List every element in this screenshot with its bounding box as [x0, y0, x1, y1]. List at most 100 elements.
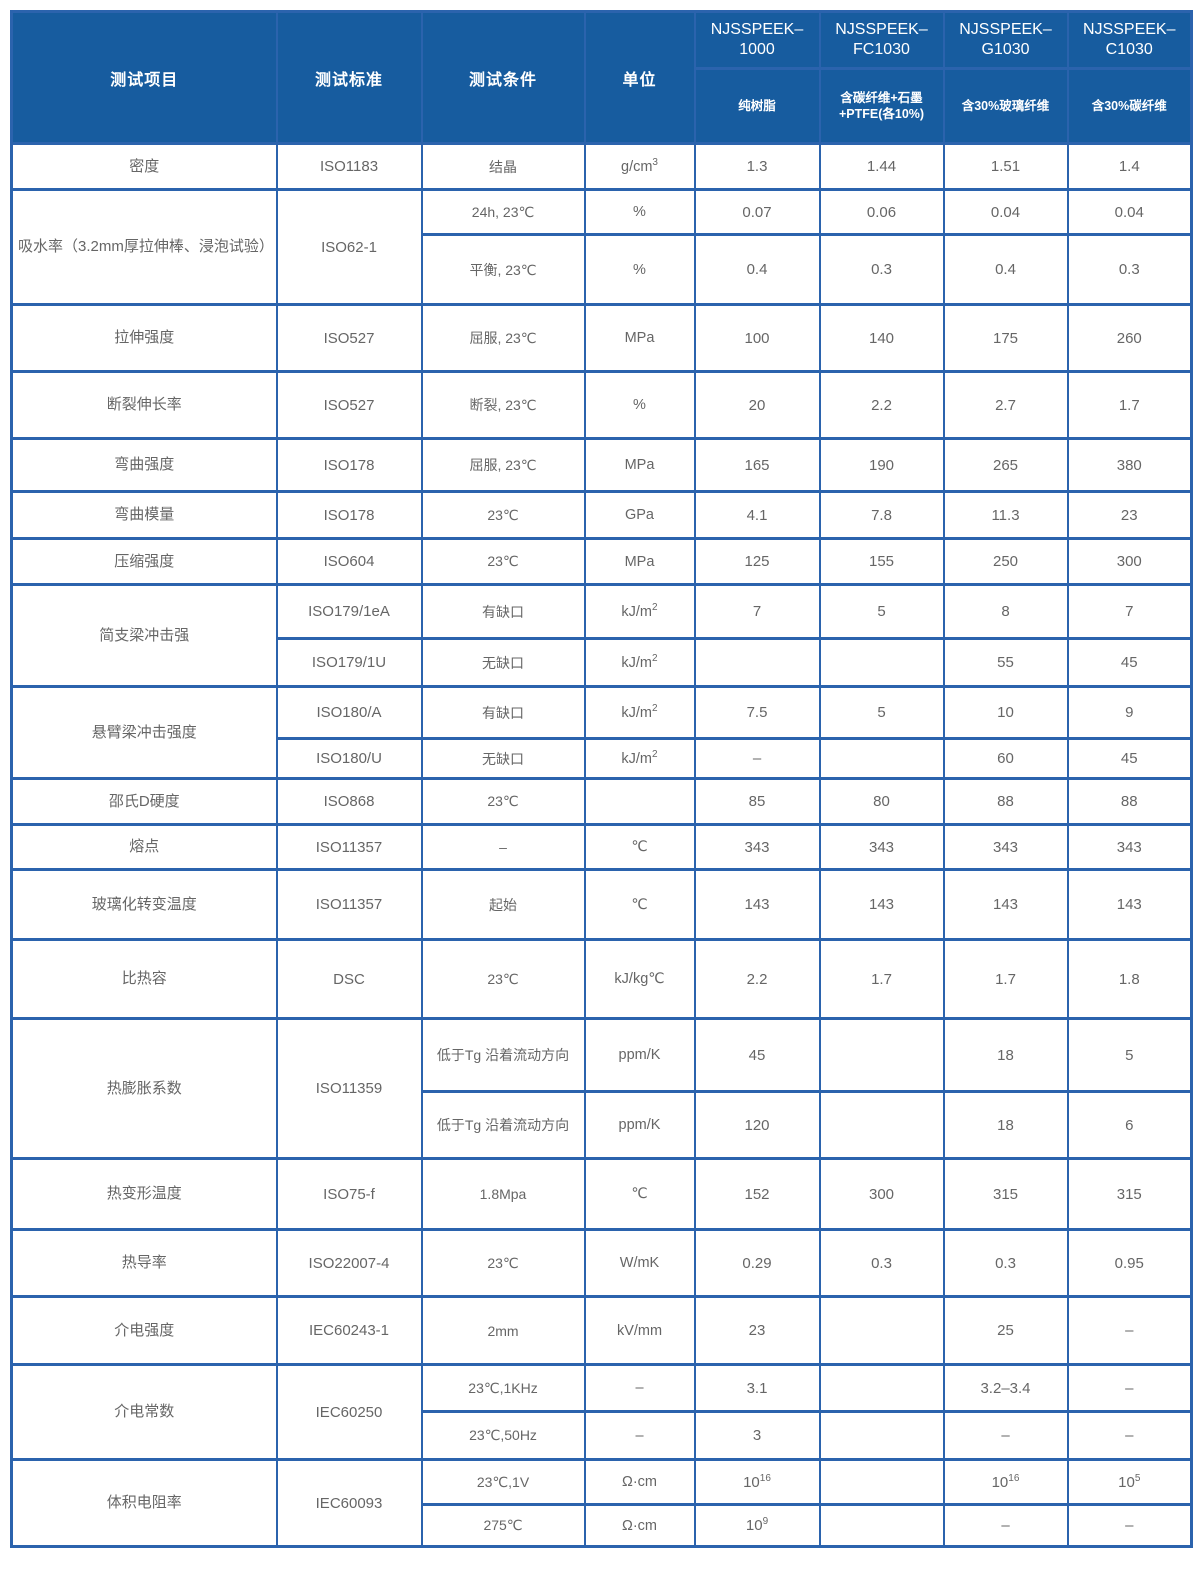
condition-cell: 无缺口	[420, 737, 586, 780]
value-cell: 300	[818, 1157, 945, 1231]
value-cell	[818, 1458, 945, 1506]
standard-cell: ISO180/A	[275, 685, 423, 740]
product-desc-c1030: 含30%碳纤维	[1066, 67, 1193, 145]
header-row-product-names: 测试项目 测试标准 测试条件 单位 NJSSPEEK–1000 NJSSPEEK…	[10, 10, 1193, 145]
value-cell: 45	[1066, 637, 1193, 688]
col-header-test-condition: 测试条件	[420, 10, 586, 145]
item-cell: 介电常数	[10, 1363, 278, 1461]
condition-cell: 有缺口	[420, 685, 586, 740]
value-cell: 1.51	[942, 142, 1069, 191]
item-cell: 弯曲强度	[10, 437, 278, 493]
col-header-product-1000: NJSSPEEK–1000	[693, 10, 821, 70]
item-cell: 介电强度	[10, 1295, 278, 1366]
table-row: 体积电阻率 IEC60093 23℃,1V Ω·cm 1016 1016 105	[10, 1458, 1193, 1548]
value-cell: 109	[693, 1503, 821, 1548]
value-cell: 165	[693, 437, 821, 493]
table-row: 悬臂梁冲击强度 ISO180/A 有缺口 kJ/m2 7.5 5 10 9	[10, 685, 1193, 780]
table-row: 介电强度 IEC60243-1 2mm kV/mm 23 25–	[10, 1295, 1193, 1366]
table-row: 弯曲强度 ISO178 屈服, 23℃ MPa 165 190 265 380	[10, 437, 1193, 493]
value-cell: 3	[693, 1410, 821, 1461]
unit-cell: ppm/K	[583, 1017, 696, 1093]
value-cell: 152	[693, 1157, 821, 1231]
value-cell: 105	[1066, 1458, 1193, 1506]
value-cell: 1016	[942, 1458, 1069, 1506]
value-cell: 0.4	[693, 233, 821, 306]
condition-cell: 2mm	[420, 1295, 586, 1366]
header-row-product-descriptions: 纯树脂 含碳纤维+石墨+PTFE(各10%) 含30%玻璃纤维 含30%碳纤维	[12, 67, 1193, 145]
value-cell: –	[942, 1410, 1069, 1461]
table-row: 简支梁冲击强 ISO179/1eA 有缺口 kJ/m2 7 5 8 7	[10, 583, 1193, 688]
value-cell: 1.3	[693, 142, 821, 191]
value-cell: 25	[942, 1295, 1069, 1366]
value-cell: 2.2	[818, 370, 945, 440]
value-cell: 7.8	[818, 490, 945, 540]
standard-cell: ISO11359	[275, 1017, 423, 1160]
table-row: 平衡, 23℃% 0.4 0.3 0.4 0.3	[12, 233, 1193, 306]
standard-cell: ISO11357	[275, 868, 423, 941]
value-cell: 250	[942, 537, 1069, 586]
value-cell: 1.4	[1066, 142, 1193, 191]
condition-cell: 起始	[420, 868, 586, 941]
value-cell: 0.07	[693, 188, 821, 236]
value-cell: 260	[1066, 303, 1193, 373]
standard-cell: ISO11357	[275, 823, 423, 871]
condition-cell: 结晶	[420, 142, 586, 191]
condition-cell: 23℃	[420, 537, 586, 586]
table-row: 热膨胀系数 ISO11359 低于Tg 沿着流动方向 ppm/K 45 18 5	[10, 1017, 1193, 1160]
value-cell: 8	[942, 583, 1069, 640]
value-cell: 20	[693, 370, 821, 440]
condition-cell: 23℃,50Hz	[420, 1410, 586, 1461]
value-cell: 1.7	[942, 938, 1069, 1020]
value-cell: 315	[942, 1157, 1069, 1231]
condition-cell: –	[420, 823, 586, 871]
unit-cell: %	[583, 188, 696, 236]
standard-cell: ISO75-f	[275, 1157, 423, 1231]
value-cell: 1.7	[1066, 370, 1193, 440]
table-row: 热导率 ISO22007-4 23℃ W/mK 0.29 0.3 0.3 0.95	[10, 1228, 1193, 1298]
condition-cell: 屈服, 23℃	[420, 303, 586, 373]
value-cell: 2.2	[693, 938, 821, 1020]
value-cell: 5	[818, 583, 945, 640]
table-row: 玻璃化转变温度 ISO11357 起始 ℃ 143 143 143 143	[10, 868, 1193, 941]
standard-cell: ISO604	[275, 537, 423, 586]
value-cell: 343	[818, 823, 945, 871]
value-cell: 85	[693, 777, 821, 826]
value-cell	[818, 1363, 945, 1413]
condition-cell: 低于Tg 沿着流动方向	[420, 1017, 586, 1093]
value-cell: 2.7	[942, 370, 1069, 440]
unit-cell: –	[583, 1410, 696, 1461]
value-cell: 0.3	[818, 1228, 945, 1298]
standard-cell: ISO180/U	[275, 737, 423, 780]
table-body: 密度 ISO1183 结晶 g/cm3 1.3 1.44 1.51 1.4 吸水率（3.2mm厚…	[10, 142, 1193, 1548]
value-cell: 80	[818, 777, 945, 826]
table-row: 熔点 ISO11357– ℃ 343 343 343 343	[10, 823, 1193, 871]
value-cell: 0.4	[942, 233, 1069, 306]
product-desc-fc1030: 含碳纤维+石墨+PTFE(各10%)	[818, 67, 945, 145]
condition-cell: 1.8Mpa	[420, 1157, 586, 1231]
value-cell: 18	[942, 1090, 1069, 1160]
value-cell	[818, 1090, 945, 1160]
condition-cell: 23℃,1KHz	[420, 1363, 586, 1413]
col-header-unit: 单位	[583, 10, 696, 145]
value-cell: 9	[1066, 685, 1193, 740]
item-cell: 热膨胀系数	[10, 1017, 278, 1160]
value-cell: 0.04	[1066, 188, 1193, 236]
unit-cell: kV/mm	[583, 1295, 696, 1366]
standard-cell: DSC	[275, 938, 423, 1020]
value-cell: 7	[1066, 583, 1193, 640]
condition-cell: 23℃,1V	[420, 1458, 586, 1506]
table-row: 邵氏D硬度 ISO868 23℃ 85 80 88 88	[10, 777, 1193, 826]
condition-cell: 有缺口	[420, 583, 586, 640]
unit-cell: %	[583, 370, 696, 440]
col-header-test-item: 测试项目	[10, 10, 278, 145]
value-cell: 23	[1066, 490, 1193, 540]
value-cell: 0.29	[693, 1228, 821, 1298]
unit-cell: ℃	[583, 1157, 696, 1231]
condition-cell: 平衡, 23℃	[420, 233, 586, 306]
standard-cell: IEC60093	[275, 1458, 423, 1548]
unit-cell: kJ/m2	[583, 685, 696, 740]
value-cell: 1016	[693, 1458, 821, 1506]
standard-cell: ISO62-1	[275, 188, 423, 306]
condition-cell: 275℃	[420, 1503, 586, 1548]
item-cell: 弯曲模量	[10, 490, 278, 540]
